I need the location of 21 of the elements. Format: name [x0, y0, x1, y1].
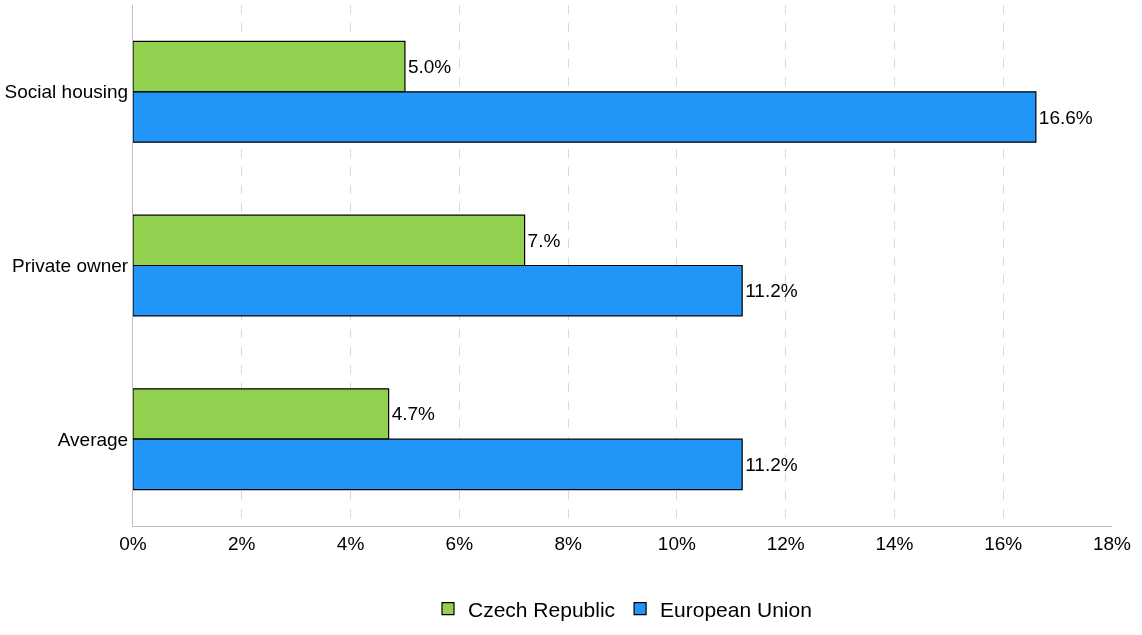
y-tick-label: Social housing: [4, 81, 129, 103]
data-label: 11.2%: [745, 453, 798, 475]
legend-label: Czech Republic: [468, 597, 616, 621]
y-tick-label: Private owner: [12, 255, 129, 277]
data-label: 11.2%: [745, 280, 798, 302]
x-tick-label: 10%: [657, 532, 697, 554]
x-tick-label: 0%: [119, 532, 147, 554]
x-tick-label: 18%: [1092, 532, 1132, 554]
data-label: 4.7%: [391, 403, 436, 425]
legend-label: European Union: [660, 597, 812, 621]
y-tick-label: Average: [57, 428, 129, 450]
data-label: 7.%: [527, 229, 561, 251]
x-tick-label: 6%: [445, 532, 474, 554]
x-tick-label: 4%: [336, 532, 365, 554]
x-tick-label: 2%: [228, 532, 256, 554]
x-tick-label: 14%: [875, 532, 914, 554]
x-tick-label: 16%: [984, 532, 1023, 554]
x-tick-label: 8%: [554, 532, 582, 554]
x-tick-label: 12%: [766, 532, 805, 554]
data-label: 16.6%: [1038, 106, 1093, 128]
data-label: 5.0%: [407, 56, 452, 78]
